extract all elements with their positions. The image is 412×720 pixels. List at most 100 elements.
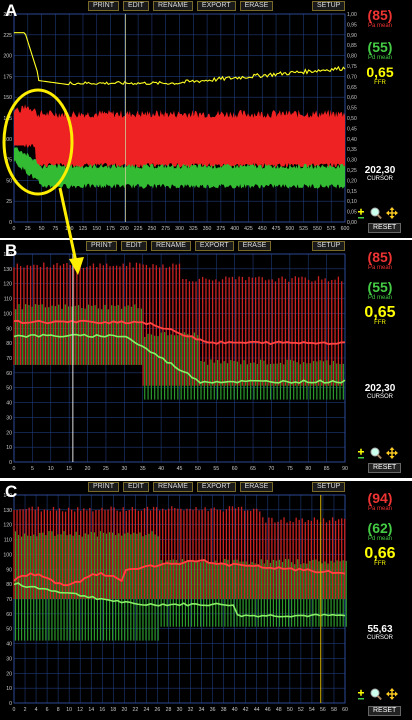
zoom-tools[interactable] [356, 687, 406, 701]
export-button[interactable]: EXPORT [194, 241, 234, 251]
reset-button[interactable]: RESET [368, 463, 402, 473]
print-button[interactable]: PRINT [86, 241, 117, 251]
y2-tick-label: 0,30 [347, 158, 357, 164]
x-tick-label: 56 [320, 707, 326, 713]
erase-button[interactable]: ERASE [239, 1, 274, 11]
x-tick-label: 575 [327, 226, 336, 232]
y-tick-label: 80 [6, 582, 12, 588]
y-tick-label: 70 [6, 356, 12, 362]
x-tick-label: 60 [342, 707, 348, 713]
x-tick-label: 12 [77, 707, 83, 713]
reset-button[interactable]: RESET [368, 223, 402, 233]
zoom-plus-minus-icon[interactable] [358, 208, 364, 219]
y-tick-label: 75 [6, 158, 12, 164]
ffr-label: FFR [374, 320, 386, 326]
y-tick-label: 50 [6, 627, 12, 633]
print-button[interactable]: PRINT [88, 1, 119, 11]
zoom-plus-minus-icon[interactable] [358, 448, 364, 459]
rename-button[interactable]: RENAME [152, 482, 193, 492]
edit-button[interactable]: EDIT [123, 482, 149, 492]
x-tick-label: 24 [144, 707, 150, 713]
y-tick-label: 30 [6, 415, 12, 421]
x-tick-label: 40 [158, 466, 164, 472]
y2-tick-label: 0,55 [347, 106, 357, 112]
ffr-label: FFR [374, 561, 386, 567]
panel-letter: B [5, 241, 18, 260]
export-button[interactable]: EXPORT [196, 1, 236, 11]
y2-tick-label: 0,95 [347, 22, 357, 28]
pa-mean-label: Pa mean [367, 265, 392, 271]
zoom-tools[interactable] [356, 446, 406, 460]
zoom-plus-minus-icon[interactable] [358, 689, 364, 700]
ffr-value: 0,66 [364, 545, 396, 562]
cursor-value: 202,30 [364, 165, 396, 176]
y-tick-label: 120 [3, 282, 12, 288]
cursor-value: 55,63 [367, 624, 393, 635]
print-button[interactable]: PRINT [88, 482, 119, 492]
rename-button[interactable]: RENAME [152, 1, 193, 11]
x-tick-label: 34 [199, 707, 205, 713]
move-arrows-icon[interactable] [386, 688, 398, 700]
x-tick-label: 90 [342, 466, 348, 472]
magnifier-icon[interactable] [370, 447, 382, 460]
x-tick-label: 80 [305, 466, 311, 472]
x-tick-label: 10 [66, 707, 72, 713]
x-tick-label: 150 [92, 226, 101, 232]
reset-button[interactable]: RESET [368, 706, 402, 716]
pa-mean-line [13, 319, 346, 346]
move-arrows-icon[interactable] [386, 447, 398, 459]
y-tick-label: 70 [6, 597, 12, 603]
x-tick-label: 175 [106, 226, 115, 232]
y2-tick-label: 0,80 [347, 54, 357, 60]
x-tick-label: 225 [134, 226, 143, 232]
x-tick-label: 42 [243, 707, 249, 713]
y-tick-label: 150 [3, 95, 12, 101]
x-tick-label: 54 [309, 707, 315, 713]
y-tick-label: 40 [6, 401, 12, 407]
erase-button[interactable]: ERASE [239, 482, 274, 492]
x-tick-label: 0 [13, 466, 16, 472]
zoom-tools[interactable] [356, 206, 406, 220]
move-arrows-icon[interactable] [386, 207, 398, 219]
pressure-plot[interactable]: 0 5 10 15 20 25 30 35 40 45 50 55 60 65 70 75 80 85 90 0 10 2… [0, 240, 412, 478]
magnifier-icon[interactable] [370, 207, 382, 220]
magnifier-icon[interactable] [370, 688, 382, 701]
x-tick-label: 275 [161, 226, 170, 232]
ffr-value: 0,65 [364, 304, 396, 321]
y2-tick-label: 0,25 [347, 168, 357, 174]
x-tick-label: 52 [298, 707, 304, 713]
x-tick-label: 20 [121, 707, 127, 713]
x-tick-label: 15 [66, 466, 72, 472]
pa-mean-value: (94) [367, 490, 393, 506]
pd-mean-value: (55) [367, 279, 393, 295]
edit-button[interactable]: EDIT [123, 1, 149, 11]
y2-tick-label: 0,40 [347, 137, 357, 143]
setup-button[interactable]: SETUP [312, 1, 346, 11]
rename-button[interactable]: RENAME [150, 241, 191, 251]
x-tick-label: 70 [269, 466, 275, 472]
y-tick-label: 225 [3, 33, 12, 39]
edit-button[interactable]: EDIT [121, 241, 147, 251]
erase-button[interactable]: ERASE [237, 241, 272, 251]
pressure-plot[interactable]: 0 2 4 6 8 10 12 14 16 18 20 22 24 26 28 30 32 34 36 38 40 42 4… [0, 481, 412, 720]
y2-tick-label: 0,75 [347, 64, 357, 70]
y-tick-label: 140 [3, 493, 12, 499]
setup-button[interactable]: SETUP [312, 241, 346, 251]
y-tick-label: 175 [3, 74, 12, 80]
x-tick-label: 2 [24, 707, 27, 713]
x-tick-label: 300 [175, 226, 184, 232]
pd-mean-label: Pd mean [367, 536, 392, 542]
x-tick-label: 350 [203, 226, 212, 232]
y2-tick-label: 0,00 [347, 220, 357, 226]
export-button[interactable]: EXPORT [196, 482, 236, 492]
x-tick-label: 375 [217, 226, 226, 232]
setup-button[interactable]: SETUP [312, 482, 346, 492]
x-tick-label: 50 [195, 466, 201, 472]
pd-mean-line [13, 582, 346, 618]
x-tick-label: 550 [313, 226, 322, 232]
y-tick-label: 0 [9, 701, 12, 707]
cursor-label: CURSOR [366, 635, 393, 641]
y-tick-label: 90 [6, 326, 12, 332]
y-tick-label: 20 [6, 671, 12, 677]
y2-tick-label: 0,35 [347, 147, 357, 153]
